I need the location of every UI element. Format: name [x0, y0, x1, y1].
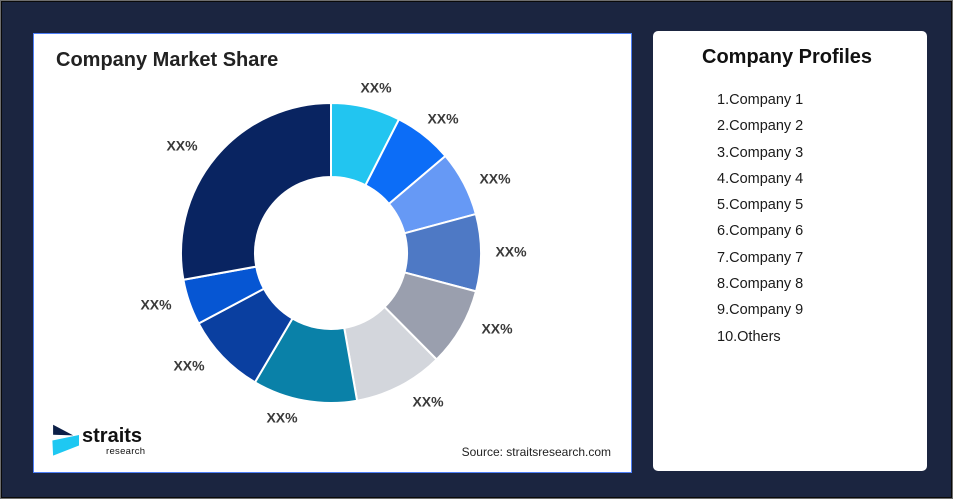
- svg-text:XX%: XX%: [412, 394, 444, 410]
- svg-text:XX%: XX%: [166, 138, 198, 154]
- svg-text:XX%: XX%: [479, 171, 511, 187]
- svg-text:XX%: XX%: [140, 297, 172, 313]
- svg-text:XX%: XX%: [173, 358, 205, 374]
- svg-text:XX%: XX%: [481, 321, 513, 337]
- svg-text:XX%: XX%: [266, 410, 298, 426]
- svg-text:XX%: XX%: [427, 111, 459, 127]
- svg-text:XX%: XX%: [495, 244, 527, 260]
- svg-text:XX%: XX%: [360, 80, 392, 96]
